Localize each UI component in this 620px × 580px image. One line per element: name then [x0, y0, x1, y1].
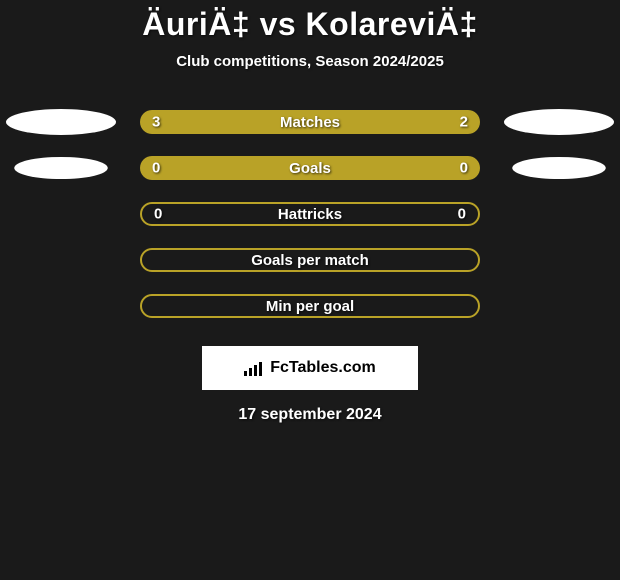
bar-fill-right: [310, 156, 480, 180]
stat-value-left: 0: [152, 160, 160, 177]
player-left-marker: [14, 157, 108, 179]
player-right-marker: [504, 109, 614, 135]
player-right-marker: [512, 157, 606, 179]
stat-value-left: 0: [154, 206, 162, 223]
stat-row: 3 2 Matches: [0, 110, 620, 134]
stat-value-right: 0: [458, 206, 466, 223]
stat-row: 0 0 Hattricks: [0, 202, 620, 226]
stat-row: 0 0 Goals: [0, 156, 620, 180]
stat-bar: 3 2 Matches: [140, 110, 480, 134]
stat-bar: 0 0 Hattricks: [140, 202, 480, 226]
stat-bar: Goals per match: [140, 248, 480, 272]
stat-label: Matches: [280, 114, 340, 131]
stat-label: Goals: [289, 160, 331, 177]
barchart-icon: [244, 360, 264, 376]
stat-label: Min per goal: [266, 298, 354, 315]
stat-rows: 3 2 Matches 0 0 Goals 0 0 Hattricks Goals per mat…: [0, 110, 620, 318]
stat-row: Goals per match: [0, 248, 620, 272]
stat-label: Goals per match: [251, 252, 369, 269]
stat-label: Hattricks: [278, 206, 342, 223]
stat-value-right: 0: [460, 160, 468, 177]
stat-value-left: 3: [152, 114, 160, 131]
stat-bar: 0 0 Goals: [140, 156, 480, 180]
stat-row: Min per goal: [0, 294, 620, 318]
page-subtitle: Club competitions, Season 2024/2025: [176, 53, 444, 70]
player-left-marker: [6, 109, 116, 135]
logo-box: FcTables.com: [202, 346, 418, 390]
stat-bar: Min per goal: [140, 294, 480, 318]
stat-value-right: 2: [460, 114, 468, 131]
bar-fill-left: [140, 156, 310, 180]
logo-text: FcTables.com: [270, 359, 376, 377]
page-title: ÄuriÄ‡ vs KolareviÄ‡: [142, 6, 477, 43]
date-text: 17 september 2024: [238, 406, 381, 424]
comparison-infographic: ÄuriÄ‡ vs KolareviÄ‡ Club competitions, …: [0, 0, 620, 424]
